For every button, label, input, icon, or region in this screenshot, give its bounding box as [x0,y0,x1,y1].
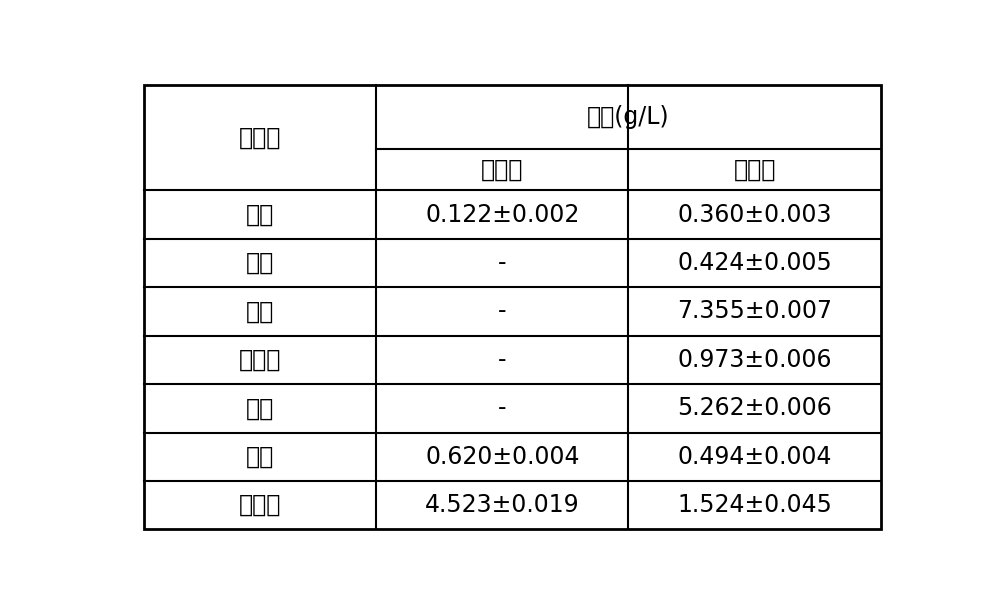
Text: 正戊酸: 正戊酸 [239,348,282,372]
Text: 0.424±0.005: 0.424±0.005 [677,251,832,275]
Text: 反应前: 反应前 [481,157,524,181]
Text: 0.973±0.006: 0.973±0.006 [677,348,832,372]
Text: 含量(g/L): 含量(g/L) [587,105,670,128]
Text: -: - [498,300,507,323]
Text: 丙三醇: 丙三醇 [239,493,282,517]
Text: 反应后: 反应后 [733,157,776,181]
Text: 0.360±0.003: 0.360±0.003 [677,202,832,227]
Text: 1.524±0.045: 1.524±0.045 [677,493,832,517]
Text: 丁酸: 丁酸 [246,300,274,323]
Text: 乳酸: 乳酸 [246,445,274,469]
Text: 7.355±0.007: 7.355±0.007 [677,300,832,323]
Text: 0.122±0.002: 0.122±0.002 [425,202,580,227]
Text: 己酸: 己酸 [246,396,274,420]
Text: 0.620±0.004: 0.620±0.004 [425,445,580,469]
Text: 4.523±0.019: 4.523±0.019 [425,493,580,517]
Text: -: - [498,348,507,372]
Text: 0.494±0.004: 0.494±0.004 [677,445,832,469]
Text: -: - [498,251,507,275]
Text: 5.262±0.006: 5.262±0.006 [677,396,832,420]
Text: -: - [498,396,507,420]
Text: 丙酸: 丙酸 [246,251,274,275]
Text: 化合物: 化合物 [239,125,282,150]
Text: 乙酸: 乙酸 [246,202,274,227]
